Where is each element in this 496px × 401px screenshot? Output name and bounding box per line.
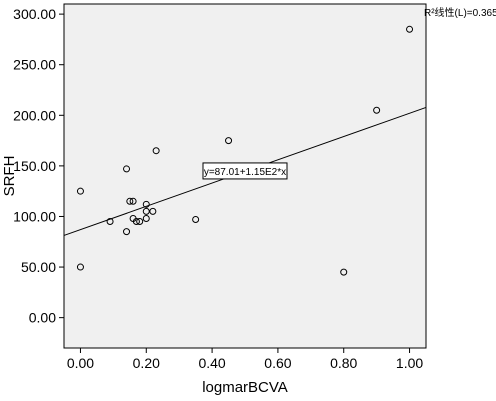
x-axis-title: logmarBCVA [202, 379, 288, 396]
data-point [142, 214, 150, 222]
equation-box-border [202, 162, 288, 180]
data-point [123, 165, 131, 173]
data-point [340, 268, 348, 276]
x-tick-label: 0.60 [264, 355, 291, 371]
equation-label: y=87.01+1.15E2*x [204, 167, 286, 178]
data-point [123, 228, 131, 236]
y-tick-label: 0.00 [29, 310, 56, 326]
data-point [106, 218, 114, 226]
data-point [149, 207, 157, 215]
y-axis-ticks: 0.00 50.00 100.00 150.00 200.00 250.00 300.00 [13, 6, 64, 326]
x-tick-label: 0.00 [67, 355, 94, 371]
y-tick-label: 150.00 [13, 158, 56, 174]
y-tick-label: 300.00 [13, 6, 56, 22]
data-point [142, 200, 150, 208]
data-point [373, 106, 381, 114]
y-tick-label: 250.00 [13, 57, 56, 73]
x-tick-label: 0.80 [330, 355, 357, 371]
y-tick-label: 100.00 [13, 208, 56, 224]
y-tick-label: 50.00 [21, 259, 56, 275]
data-point [142, 207, 150, 215]
data-point [136, 218, 144, 226]
x-tick-label: 0.20 [133, 355, 160, 371]
data-point [152, 147, 160, 155]
data-point [132, 218, 140, 226]
data-point [406, 25, 414, 33]
points-layer [76, 25, 414, 276]
y-axis-title: SRFH [1, 156, 18, 197]
r-squared-label: R²线性(L)=0.365 [424, 6, 496, 19]
data-point [129, 197, 137, 205]
equation-box: y=87.01+1.15E2*x [202, 162, 288, 180]
data-point [126, 197, 134, 205]
data-point [76, 187, 84, 195]
x-axis-ticks: 0.00 0.20 0.40 0.60 0.80 1.00 [67, 348, 423, 371]
y-tick-label: 200.00 [13, 107, 56, 123]
x-tick-label: 0.40 [198, 355, 225, 371]
data-point [76, 263, 84, 271]
x-tick-label: 1.00 [396, 355, 423, 371]
data-point [192, 216, 200, 224]
data-point [225, 137, 233, 145]
